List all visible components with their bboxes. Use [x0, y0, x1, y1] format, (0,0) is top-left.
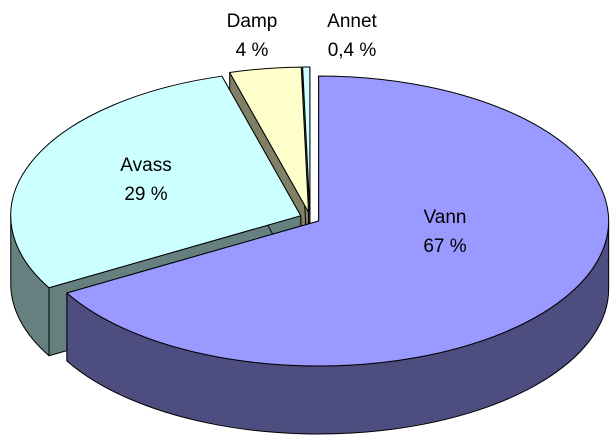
slice — [10, 75, 302, 289]
slice-value-label: 0,4 % — [328, 40, 377, 61]
slice-label: Vann — [424, 207, 467, 228]
slice-label: Annet — [327, 11, 377, 32]
slice-value-label: 4 % — [236, 40, 269, 61]
slice — [302, 66, 311, 213]
slice-label: Avass — [120, 155, 171, 176]
slice-label: Damp — [227, 11, 278, 32]
slice — [66, 75, 610, 367]
slice-value-label: 29 % — [124, 184, 167, 205]
slice — [229, 66, 310, 213]
slice-value-label: 67 % — [423, 236, 466, 257]
